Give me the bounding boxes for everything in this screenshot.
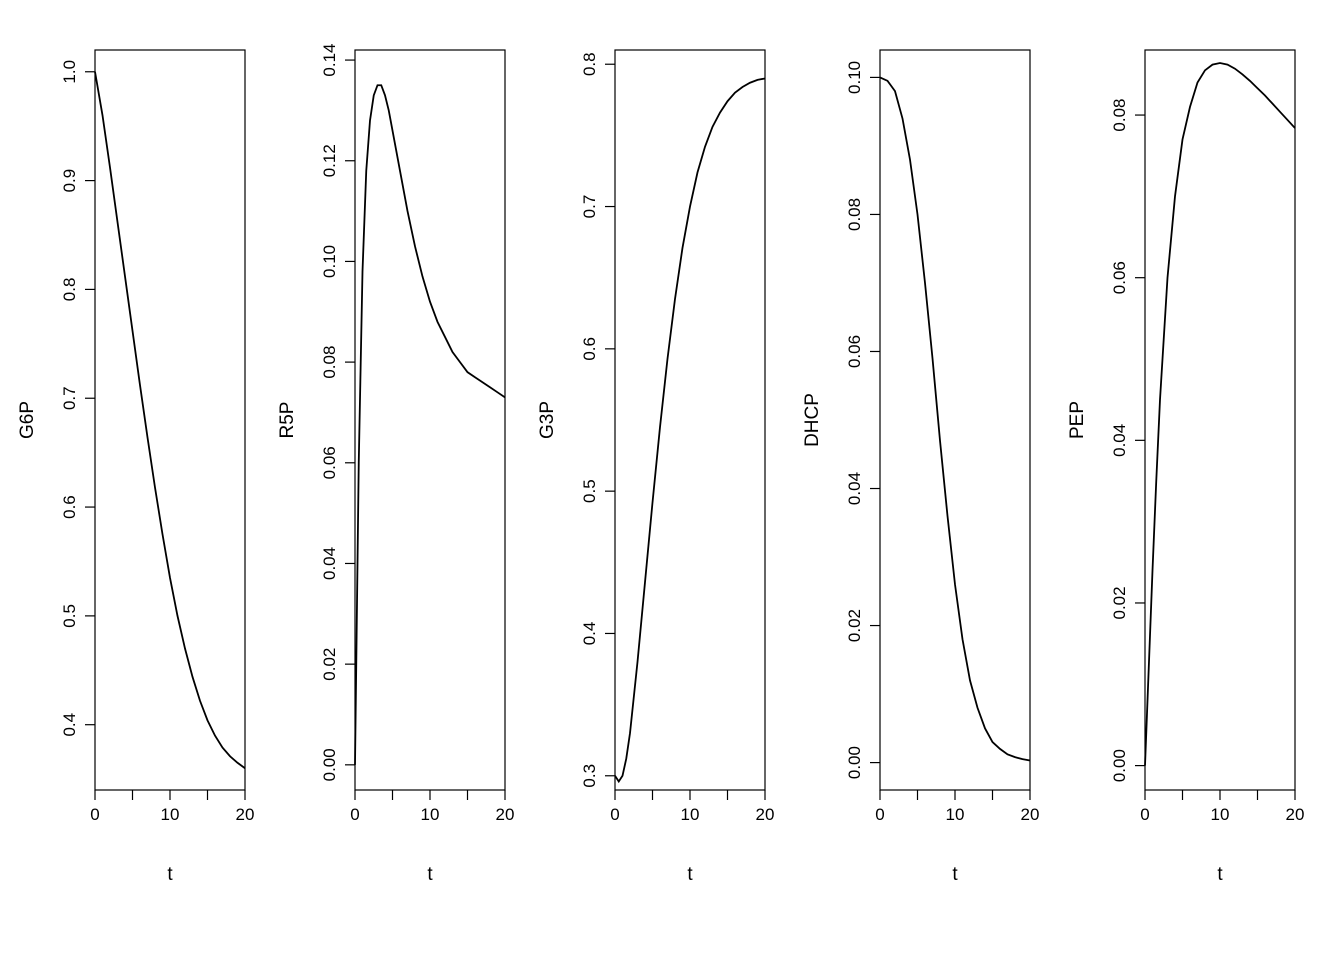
series-line [355,85,505,765]
y-tick-label: 0.00 [1110,749,1129,782]
y-tick-label: 0.06 [845,335,864,368]
x-axis-title: t [1217,864,1223,885]
x-tick-label: 20 [1286,805,1305,824]
x-tick-label: 10 [946,805,965,824]
series-line [95,72,245,768]
x-axis-title: t [167,864,173,885]
x-axis-title: t [952,864,958,885]
y-tick-label: 0.4 [580,622,599,646]
y-tick-label: 1.0 [60,60,79,84]
y-axis-title: DHCP [802,393,823,447]
multi-panel-line-chart: 010200.40.50.60.70.80.91.0tG6P010200.000… [0,0,1344,960]
y-tick-label: 0.12 [320,144,339,177]
x-axis-title: t [427,864,433,885]
y-tick-label: 0.04 [845,472,864,505]
x-tick-label: 0 [610,805,619,824]
y-axis-title: G6P [17,401,38,439]
y-tick-label: 0.14 [320,44,339,77]
plot-border [880,50,1030,790]
y-tick-label: 0.08 [1110,99,1129,132]
y-tick-label: 0.04 [1110,424,1129,457]
y-tick-label: 0.7 [580,195,599,219]
x-tick-label: 10 [1211,805,1230,824]
x-tick-label: 20 [756,805,775,824]
series-line [615,78,765,781]
x-tick-label: 20 [496,805,515,824]
plot-border [95,50,245,790]
x-tick-label: 20 [1021,805,1040,824]
x-tick-label: 20 [236,805,255,824]
x-tick-label: 0 [90,805,99,824]
y-axis-title: PEP [1067,401,1088,439]
x-tick-label: 10 [681,805,700,824]
panel-G6P: 0 10 20 0.4 0.5 0.6 0.7 0.8 0.9 1.0 t G6P [17,50,254,885]
x-tick-label: 10 [421,805,440,824]
y-tick-label: 0.04 [320,547,339,580]
x-axis-title: t [687,864,693,885]
y-tick-label: 0.10 [845,61,864,94]
y-tick-label: 0.10 [320,245,339,278]
y-tick-label: 0.9 [60,169,79,193]
panel-PEP: 0 10 20 0.00 0.02 0.04 0.06 0.08 t PEP [1067,50,1304,885]
plot-border [1145,50,1295,790]
x-tick-label: 0 [875,805,884,824]
y-tick-label: 0.06 [320,446,339,479]
y-tick-label: 0.6 [60,495,79,519]
y-tick-label: 0.06 [1110,261,1129,294]
panel-DHCP: 0 10 20 0.00 0.02 0.04 0.06 0.08 0.10 t DHCP [802,50,1039,885]
y-axis-title: G3P [537,401,558,439]
x-tick-label: 10 [161,805,180,824]
x-tick-label: 0 [350,805,359,824]
y-tick-label: 0.02 [320,648,339,681]
series-line [1145,63,1295,766]
y-axis-title: R5P [277,402,298,439]
y-tick-label: 0.5 [580,479,599,503]
y-tick-label: 0.3 [580,764,599,788]
y-tick-label: 0.02 [845,609,864,642]
y-tick-label: 0.5 [60,604,79,628]
series-line [880,77,1030,760]
plot-border [355,50,505,790]
y-tick-label: 0.4 [60,713,79,737]
y-tick-label: 0.7 [60,386,79,410]
y-tick-label: 0.8 [580,52,599,76]
panel-G3P: 0 10 20 0.3 0.4 0.5 0.6 0.7 0.8 t G3P [537,50,774,885]
panel-R5P: 0 10 20 0.00 0.02 0.04 0.06 0.08 0.10 0.12 0.14 t R5… [277,44,514,885]
y-tick-label: 0.08 [320,346,339,379]
y-tick-label: 0.00 [320,748,339,781]
y-tick-label: 0.00 [845,746,864,779]
y-tick-label: 0.02 [1110,586,1129,619]
y-tick-label: 0.08 [845,198,864,231]
y-tick-label: 0.8 [60,278,79,302]
x-tick-label: 0 [1140,805,1149,824]
y-tick-label: 0.6 [580,337,599,361]
plot-border [615,50,765,790]
